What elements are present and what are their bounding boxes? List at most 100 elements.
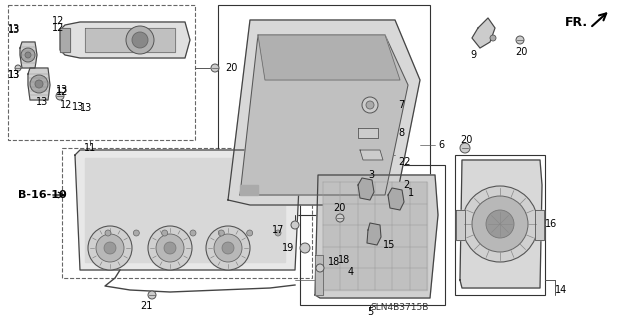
Circle shape (472, 196, 528, 252)
Bar (218, 5, 430, 215)
Text: 15: 15 (383, 240, 396, 250)
Circle shape (164, 242, 176, 254)
Text: 12: 12 (60, 100, 72, 110)
Bar (152, 215, 170, 225)
Text: 12: 12 (56, 87, 68, 97)
Text: 12: 12 (52, 23, 65, 33)
Circle shape (462, 186, 538, 262)
Text: 8: 8 (398, 128, 404, 138)
Polygon shape (358, 178, 374, 200)
Bar (455, 155, 545, 295)
Circle shape (275, 230, 281, 236)
Text: SLN4B3715B: SLN4B3715B (370, 303, 428, 313)
Circle shape (516, 36, 524, 44)
Bar (196, 200, 214, 212)
Text: 14: 14 (555, 285, 567, 295)
Text: 20: 20 (460, 135, 472, 145)
Circle shape (88, 226, 132, 270)
Circle shape (148, 226, 192, 270)
Text: 13: 13 (56, 85, 68, 95)
Circle shape (366, 101, 374, 109)
Circle shape (214, 234, 242, 262)
Bar (8, 5, 195, 140)
Circle shape (35, 80, 43, 88)
Circle shape (133, 230, 140, 236)
Polygon shape (60, 28, 70, 52)
Circle shape (132, 32, 148, 48)
Text: 16: 16 (545, 219, 557, 229)
Circle shape (25, 52, 31, 58)
Polygon shape (360, 150, 383, 160)
Text: 13: 13 (8, 70, 20, 80)
Circle shape (362, 97, 378, 113)
Bar (108, 200, 126, 212)
Polygon shape (28, 68, 50, 100)
Polygon shape (472, 18, 495, 48)
Circle shape (206, 226, 250, 270)
Bar (105, 188, 240, 196)
Circle shape (30, 75, 48, 93)
Bar (152, 200, 170, 212)
Polygon shape (258, 35, 400, 80)
Circle shape (246, 230, 253, 236)
Polygon shape (315, 175, 438, 298)
Text: 19: 19 (282, 243, 294, 253)
Text: FR.: FR. (565, 16, 588, 28)
Text: 2: 2 (403, 180, 409, 190)
Circle shape (291, 221, 299, 229)
Polygon shape (535, 210, 544, 240)
Polygon shape (60, 22, 190, 58)
Polygon shape (460, 160, 542, 288)
Circle shape (162, 230, 168, 236)
Text: B-16-10: B-16-10 (18, 190, 67, 200)
Polygon shape (228, 20, 420, 205)
Bar (130, 215, 148, 225)
Text: 21: 21 (140, 301, 152, 311)
Circle shape (316, 264, 324, 272)
Text: 13: 13 (80, 103, 92, 113)
Circle shape (218, 230, 225, 236)
Polygon shape (323, 182, 427, 290)
Bar (218, 215, 236, 225)
Polygon shape (358, 128, 378, 138)
Bar (105, 160, 240, 185)
Text: 4: 4 (348, 267, 354, 277)
Polygon shape (315, 255, 323, 295)
Bar (108, 215, 126, 225)
Text: 20: 20 (225, 63, 237, 73)
Bar (300, 165, 445, 305)
Text: 13: 13 (8, 70, 20, 80)
Circle shape (211, 64, 219, 72)
Bar (174, 200, 192, 212)
Text: 17: 17 (272, 225, 284, 235)
Circle shape (460, 143, 470, 153)
Text: 18: 18 (338, 255, 350, 265)
Circle shape (104, 242, 116, 254)
Bar (196, 215, 214, 225)
Bar (405, 198, 425, 212)
Text: 1: 1 (408, 188, 414, 198)
Text: 22: 22 (398, 157, 410, 167)
Polygon shape (240, 185, 258, 195)
Polygon shape (367, 223, 381, 245)
Circle shape (126, 26, 154, 54)
Circle shape (56, 92, 64, 100)
Polygon shape (85, 28, 175, 52)
Text: 7: 7 (398, 100, 404, 110)
Text: 11: 11 (84, 143, 96, 153)
Circle shape (15, 65, 21, 71)
Polygon shape (20, 42, 37, 68)
Text: 18: 18 (328, 257, 340, 267)
Text: 6: 6 (438, 140, 444, 150)
Bar (218, 200, 236, 212)
Text: 5: 5 (367, 307, 373, 317)
Circle shape (300, 243, 310, 253)
Text: 12: 12 (52, 16, 65, 26)
Text: 13: 13 (36, 97, 48, 107)
Bar (62, 148, 312, 278)
Polygon shape (388, 188, 404, 210)
Circle shape (96, 234, 124, 262)
Circle shape (156, 234, 184, 262)
Text: 13: 13 (8, 25, 20, 35)
Circle shape (190, 230, 196, 236)
